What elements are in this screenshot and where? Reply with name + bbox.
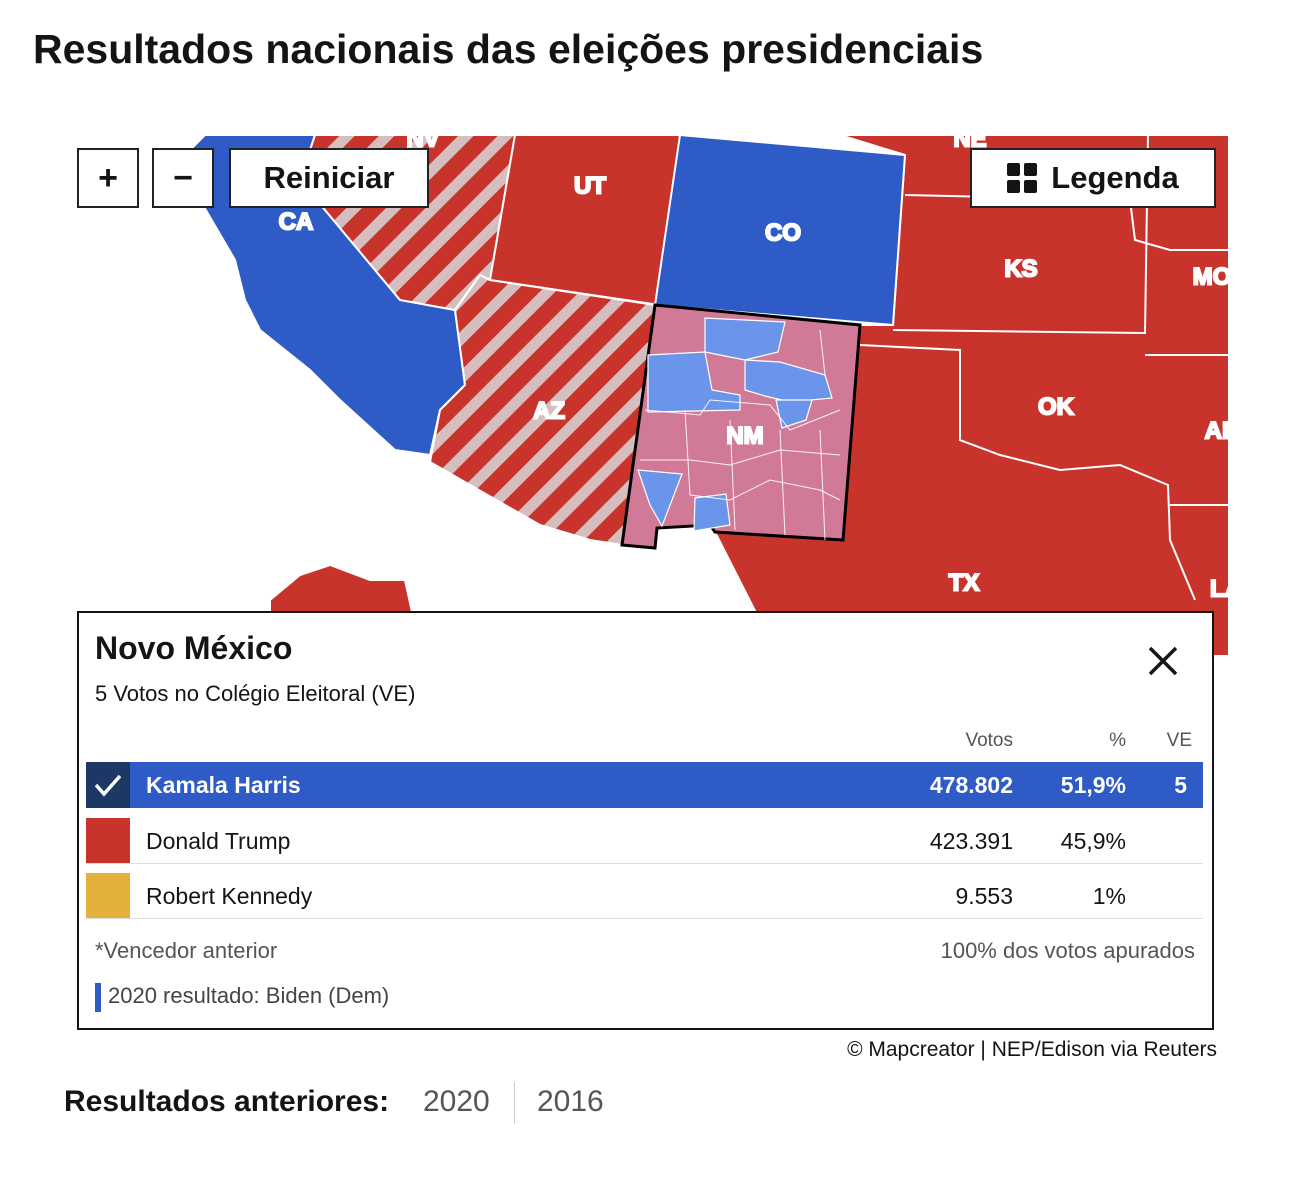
- votes: 9.553: [955, 882, 1013, 909]
- state-label: AZ: [533, 397, 565, 424]
- state-label: CO: [765, 219, 801, 246]
- state-ut[interactable]: [488, 135, 682, 307]
- panel-title: Novo México: [95, 630, 293, 666]
- close-button[interactable]: [1148, 646, 1178, 676]
- winner-row: [86, 762, 1203, 808]
- state-mexico[interactable]: [269, 563, 414, 613]
- previous-bar: [95, 983, 101, 1012]
- winner-check: [86, 762, 130, 808]
- state-label: LA: [1210, 575, 1242, 602]
- county-lines: [640, 329, 841, 541]
- state-label: TX: [949, 569, 980, 596]
- state-label: AR: [1205, 417, 1240, 444]
- state-label: KS: [1004, 255, 1037, 282]
- electoral-votes: [1087, 873, 1187, 919]
- panel-subtitle: 5 Votos no Colégio Eleitoral (VE): [95, 681, 416, 706]
- credit: © Mapcreator | NEP/Edison via Reuters: [847, 1038, 1217, 1061]
- reset-button[interactable]: Reiniciar: [229, 148, 429, 208]
- votes-counted: 100% dos votos apurados: [940, 938, 1195, 963]
- votes: 423.391: [929, 827, 1013, 854]
- percent: 1%: [1092, 882, 1126, 909]
- legend-label: Legenda: [1051, 160, 1179, 195]
- zoom-in-button[interactable]: +: [77, 148, 139, 208]
- state-border: [859, 344, 1196, 601]
- candidate-name: Robert Kennedy: [146, 882, 313, 909]
- previous-result: 2020 resultado: Biden (Dem): [108, 983, 390, 1008]
- percent: 45,9%: [1060, 827, 1126, 854]
- state-label: MO: [1193, 263, 1232, 290]
- electoral-votes: [1087, 818, 1187, 864]
- year-link[interactable]: 2020: [423, 1085, 490, 1118]
- state-label: OK: [1038, 393, 1075, 420]
- page-title: Resultados nacionais das eleições presid…: [33, 26, 984, 72]
- percent: 51,9%: [1060, 771, 1126, 798]
- column-header: Votos: [965, 730, 1013, 751]
- state-co[interactable]: [653, 135, 907, 327]
- state-label: CA: [279, 208, 314, 235]
- candidate-name: Donald Trump: [146, 827, 291, 854]
- legend-icon: [1007, 163, 1038, 193]
- previous-label: Resultados anteriores:: [64, 1085, 390, 1118]
- electoral-votes: 5: [1174, 771, 1187, 798]
- votes: 478.802: [929, 771, 1013, 798]
- legend-button[interactable]: Legenda: [970, 148, 1216, 208]
- footnote: *Vencedor anterior: [95, 938, 278, 963]
- party-swatch: [86, 873, 130, 919]
- row-separator: [86, 918, 1203, 919]
- column-header: VE: [1166, 730, 1192, 751]
- state-label: NM: [726, 422, 763, 449]
- column-header: %: [1109, 730, 1126, 751]
- results-panel: [77, 611, 1214, 1030]
- zoom-out-button[interactable]: −: [152, 148, 214, 208]
- state-label: UT: [574, 172, 606, 199]
- year-link[interactable]: 2016: [537, 1085, 604, 1118]
- party-swatch: [86, 818, 130, 864]
- row-separator: [86, 863, 1203, 864]
- counties: [637, 317, 833, 532]
- divider: [514, 1082, 515, 1124]
- candidate-name: Kamala Harris: [146, 771, 301, 798]
